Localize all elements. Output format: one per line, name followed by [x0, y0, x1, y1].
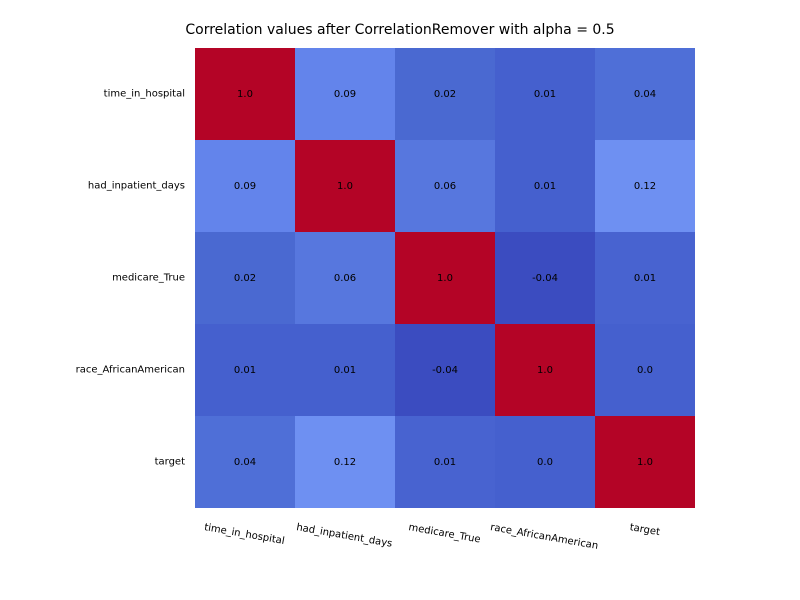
heatmap-cell: 0.02 [195, 232, 295, 324]
heatmap-row: 0.020.061.0-0.040.01 [195, 232, 695, 324]
heatmap-cell: 1.0 [295, 140, 395, 232]
heatmap-cell: 0.0 [595, 324, 695, 416]
heatmap-cell: 0.09 [295, 48, 395, 140]
heatmap-cell: 1.0 [595, 416, 695, 508]
heatmap-cell: 0.01 [495, 140, 595, 232]
y-tick-label: target [155, 457, 185, 468]
heatmap-cell: 0.09 [195, 140, 295, 232]
heatmap-cell: 0.06 [295, 232, 395, 324]
x-axis-labels: time_in_hospital had_inpatient_days medica… [195, 522, 695, 582]
heatmap-cell: 0.06 [395, 140, 495, 232]
heatmap-cell: 0.04 [195, 416, 295, 508]
heatmap-cell: 0.01 [595, 232, 695, 324]
y-tick-label: had_inpatient_days [88, 181, 185, 192]
y-axis-labels: time_in_hospital had_inpatient_daysmedica… [0, 48, 185, 508]
heatmap-row: 0.010.01-0.041.00.0 [195, 324, 695, 416]
heatmap-cell: 0.02 [395, 48, 495, 140]
heatmap-cell: 0.01 [195, 324, 295, 416]
y-tick-label: race_AfricanAmerican [76, 365, 185, 376]
heatmap-row: 1.00.090.020.010.04 [195, 48, 695, 140]
x-tick-label: medicare_True [408, 522, 482, 545]
figure: Correlation values after CorrelationRemo… [0, 0, 800, 600]
heatmap-cell: 0.01 [495, 48, 595, 140]
heatmap-cell: -0.04 [495, 232, 595, 324]
heatmap-grid: 1.00.090.020.010.040.091.00.060.010.120.… [195, 48, 695, 508]
heatmap-cell: 0.12 [595, 140, 695, 232]
x-tick-label: had_inpatient_days [295, 522, 393, 550]
heatmap-row: 0.091.00.060.010.12 [195, 140, 695, 232]
heatmap-cell: 0.01 [395, 416, 495, 508]
x-tick-label: time_in_hospital [203, 522, 285, 547]
heatmap-row: 0.040.120.010.01.0 [195, 416, 695, 508]
x-tick-label: race_AfricanAmerican [489, 522, 599, 552]
chart-title: Correlation values after CorrelationRemo… [0, 22, 800, 38]
heatmap-cell: 1.0 [395, 232, 495, 324]
y-tick-label: medicare_True [112, 273, 185, 284]
heatmap-cell: 0.12 [295, 416, 395, 508]
heatmap-cell: -0.04 [395, 324, 495, 416]
x-tick-label: target [629, 522, 661, 538]
heatmap-cell: 1.0 [195, 48, 295, 140]
heatmap-cell: 0.0 [495, 416, 595, 508]
heatmap-cell: 1.0 [495, 324, 595, 416]
heatmap-cell: 0.01 [295, 324, 395, 416]
y-tick-label: time_in_hospital [104, 89, 185, 100]
heatmap-cell: 0.04 [595, 48, 695, 140]
